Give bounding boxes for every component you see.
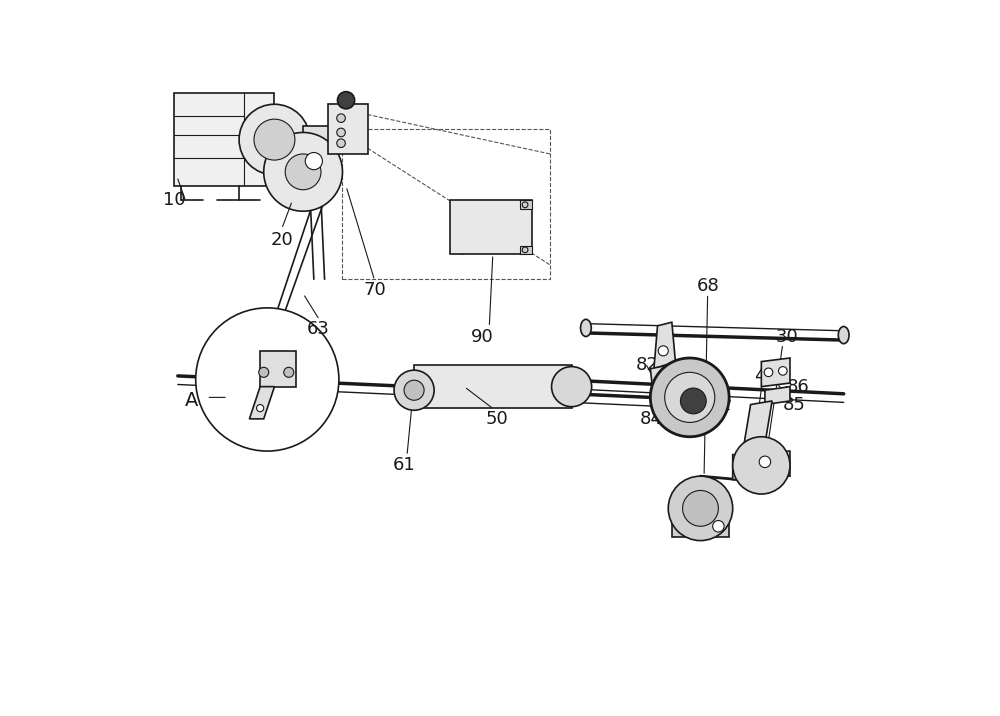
Circle shape (337, 92, 355, 109)
Polygon shape (260, 351, 296, 387)
Text: 30: 30 (776, 327, 798, 346)
Text: 82: 82 (636, 356, 659, 374)
Text: 63: 63 (307, 320, 330, 339)
Circle shape (650, 358, 729, 437)
Circle shape (394, 370, 434, 410)
Ellipse shape (581, 319, 591, 337)
Circle shape (337, 139, 345, 147)
Polygon shape (328, 104, 368, 154)
Polygon shape (654, 322, 675, 369)
Polygon shape (450, 200, 532, 254)
Circle shape (552, 367, 592, 407)
Circle shape (254, 119, 295, 160)
Polygon shape (520, 200, 532, 209)
Polygon shape (672, 505, 729, 537)
Text: 83: 83 (654, 377, 677, 396)
Circle shape (779, 367, 787, 375)
Circle shape (284, 367, 294, 377)
Circle shape (759, 456, 771, 468)
Text: A: A (185, 392, 198, 410)
Text: 20: 20 (271, 231, 294, 249)
Text: 40: 40 (754, 367, 777, 385)
Text: 90: 90 (471, 327, 494, 346)
Polygon shape (520, 246, 532, 254)
Circle shape (305, 153, 322, 170)
Text: 86: 86 (786, 377, 809, 396)
Text: 61: 61 (393, 456, 415, 475)
Ellipse shape (838, 326, 849, 344)
Text: 10: 10 (163, 191, 186, 210)
Text: 84: 84 (640, 410, 662, 428)
Circle shape (668, 476, 733, 541)
Polygon shape (743, 401, 772, 448)
Circle shape (683, 490, 718, 526)
Text: 70: 70 (364, 281, 387, 299)
Text: 81: 81 (665, 406, 687, 425)
Polygon shape (761, 358, 790, 387)
Circle shape (658, 346, 668, 356)
Polygon shape (249, 387, 274, 419)
Polygon shape (414, 365, 572, 408)
Text: 68: 68 (697, 277, 720, 296)
Polygon shape (765, 387, 790, 405)
Circle shape (665, 372, 715, 422)
Polygon shape (303, 126, 332, 154)
Circle shape (264, 132, 342, 211)
Circle shape (257, 405, 264, 412)
Text: 85: 85 (783, 395, 806, 414)
Circle shape (259, 367, 269, 377)
Circle shape (680, 388, 706, 414)
Circle shape (337, 114, 345, 122)
Circle shape (404, 380, 424, 400)
Polygon shape (174, 93, 274, 186)
Circle shape (196, 308, 339, 451)
Circle shape (285, 154, 321, 190)
Circle shape (713, 521, 724, 532)
Circle shape (764, 368, 773, 377)
Circle shape (239, 105, 310, 175)
Text: 50: 50 (486, 410, 508, 428)
Circle shape (337, 128, 345, 137)
Circle shape (733, 437, 790, 494)
Polygon shape (733, 451, 790, 480)
Polygon shape (650, 365, 672, 401)
